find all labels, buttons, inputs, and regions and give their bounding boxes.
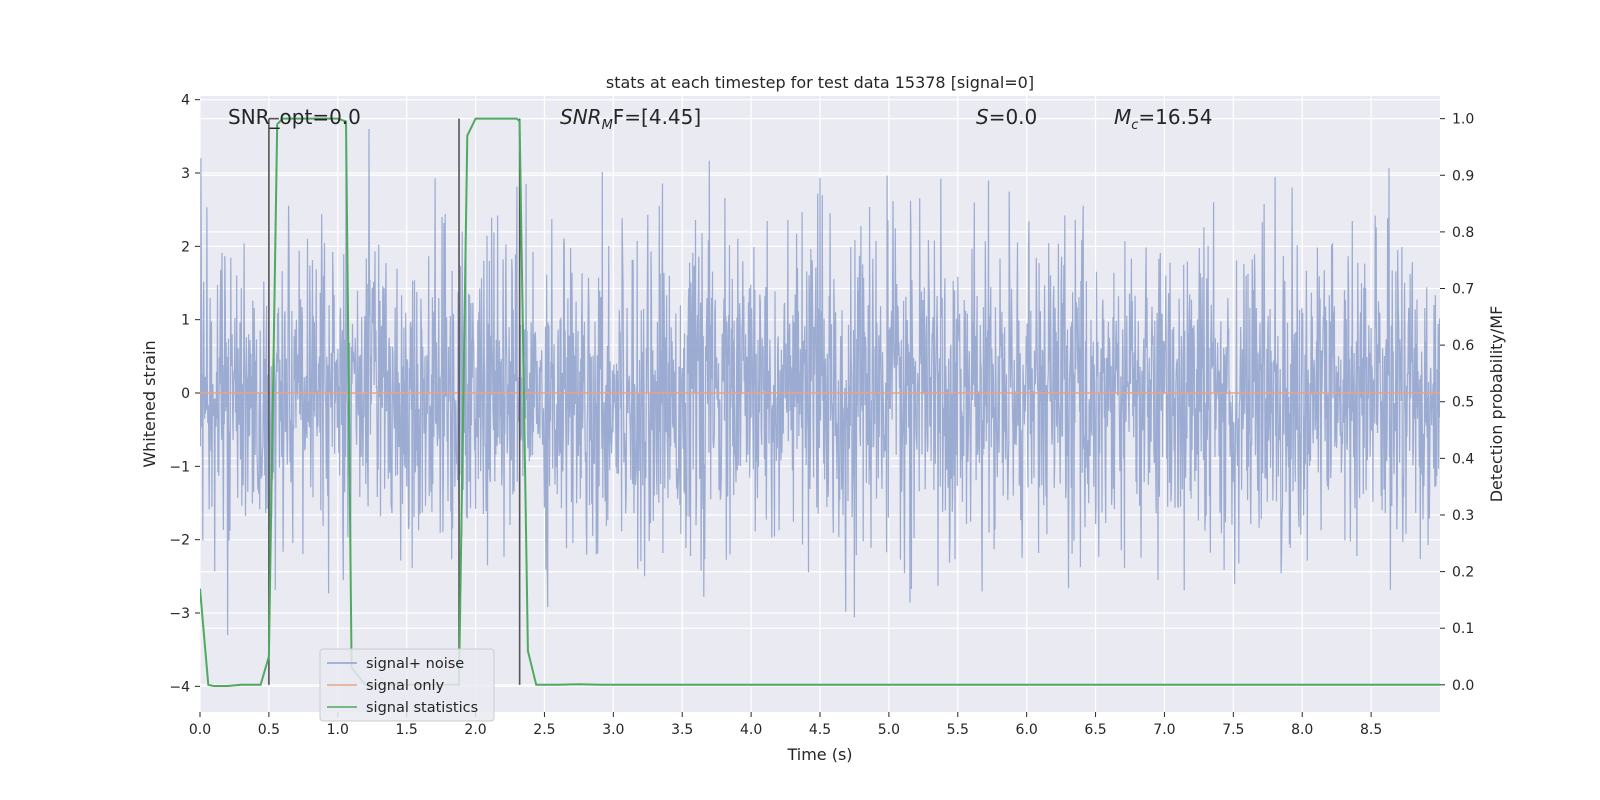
x-tick-label: 5.5 (947, 722, 969, 738)
annotation-snr-mf-main: SNR (560, 105, 602, 129)
annotation-snr-opt: SNR_opt=0.0 (228, 105, 361, 129)
x-tick-label: 1.0 (327, 722, 349, 738)
y-axis-label-right: Detection probability/MF (1487, 306, 1506, 503)
y-tick-label-right: 1.0 (1452, 112, 1474, 128)
legend-label-signal-statistics: signal statistics (366, 700, 478, 716)
x-tick-label: 4.5 (809, 722, 831, 738)
x-tick-label: 2.5 (533, 722, 555, 738)
y-tick-label-right: 0.5 (1452, 395, 1474, 411)
y-tick-label-left: 1 (181, 313, 190, 329)
annotation-s-main: S (976, 105, 989, 129)
annotation-s-rest: =0.0 (989, 105, 1038, 129)
legend-label-signal-plus-noise: signal+ noise (366, 656, 464, 672)
y-tick-label-right: 0.9 (1452, 168, 1474, 184)
annotation-mc-main: M (1114, 105, 1131, 129)
x-tick-label: 0.0 (189, 722, 211, 738)
y-tick-label-right: 0.3 (1452, 508, 1474, 524)
y-tick-label-left: 0 (181, 386, 190, 402)
y-tick-label-right: 0.4 (1452, 451, 1474, 467)
series-signal-plus-noise (200, 128, 1440, 636)
y-tick-label-right: 0.1 (1452, 621, 1474, 637)
y-tick-label-right: 0.6 (1452, 338, 1474, 354)
annotation-s: S=0.0 (976, 105, 1037, 129)
y-tick-label-left: −3 (169, 606, 190, 622)
legend: signal+ noise signal only signal statist… (319, 648, 495, 722)
x-tick-label: 7.5 (1222, 722, 1244, 738)
x-tick-label: 7.0 (1153, 722, 1175, 738)
axes: 0.0 0.5 1.0 1.5 2.0 2.5 3.0 3.5 4.0 4.5 5.0 5.5 6.0 6… (169, 93, 1474, 738)
legend-label-signal-only: signal only (366, 678, 445, 694)
y-tick-label-left: 2 (181, 239, 190, 255)
y-tick-label-right: 0.2 (1452, 565, 1474, 581)
x-tick-label: 5.0 (878, 722, 900, 738)
y-tick-label-left: 4 (181, 93, 190, 109)
x-tick-label: 1.5 (396, 722, 418, 738)
y-tick-label-left: −2 (169, 533, 190, 549)
y-tick-label-left: −4 (169, 679, 190, 695)
annotation-mc-rest: =16.54 (1138, 105, 1212, 129)
y-axis-label-left: Whitened strain (140, 340, 159, 467)
y-tick-label-left: −1 (169, 459, 190, 475)
x-tick-label: 3.0 (602, 722, 624, 738)
y-tick-label-right: 0.0 (1452, 678, 1474, 694)
event-markers (268, 117, 521, 685)
annotation-snr-mf-sub: M (602, 118, 613, 133)
y-tick-label-left: 3 (181, 166, 190, 182)
y-tick-label-right: 0.7 (1452, 282, 1474, 298)
annotation-snr-mf: SNRMF=[4.45] (560, 105, 701, 133)
x-tick-label: 0.5 (258, 722, 280, 738)
annotation-mc-sub: c (1131, 118, 1138, 133)
annotation-mc: Mc=16.54 (1114, 105, 1212, 133)
x-tick-label: 8.5 (1360, 722, 1382, 738)
x-tick-label: 6.0 (1016, 722, 1038, 738)
x-tick-label: 8.0 (1291, 722, 1313, 738)
x-tick-label: 3.5 (671, 722, 693, 738)
x-tick-label: 2.0 (464, 722, 486, 738)
y-tick-label-right: 0.8 (1452, 225, 1474, 241)
legend-box (319, 648, 495, 722)
chart-title: stats at each timestep for test data 153… (606, 73, 1034, 92)
x-tick-label: 6.5 (1084, 722, 1106, 738)
x-axis-label: Time (s) (786, 745, 852, 764)
x-tick-label: 4.0 (740, 722, 762, 738)
annotation-snr-mf-rest: F=[4.45] (613, 105, 701, 129)
line-signal-plus-noise (200, 128, 1440, 636)
